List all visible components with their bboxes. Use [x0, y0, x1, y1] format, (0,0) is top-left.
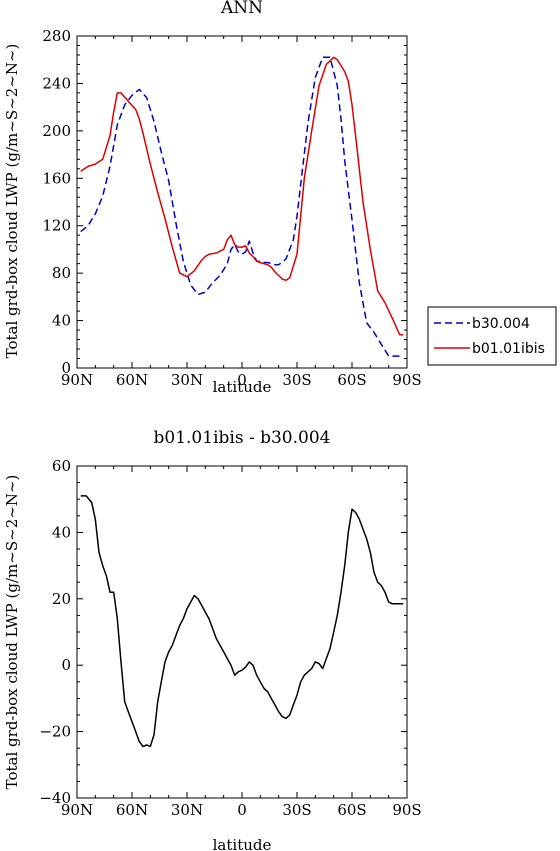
bottom-x-tick-label: 60S — [337, 801, 366, 819]
bottom-x-tick-label: 60N — [116, 801, 148, 819]
top-panel: ANN 90N 60N 30N 0 30S 60S 90S 0 40 80 120 160 200 240… — [3, 0, 422, 396]
top-y-tick-label: 40 — [52, 312, 71, 330]
top-x-tick-label: 30S — [282, 371, 311, 389]
top-x-tick-label: 60S — [337, 371, 366, 389]
bottom-y-tick-label: −20 — [39, 723, 71, 741]
bottom-chart-title: b01.01ibis - b30.004 — [154, 428, 331, 448]
bottom-panel: b01.01ibis - b30.004 90N 60N 30N 0 30S 60S 90S… — [3, 428, 422, 851]
bottom-x-tick-label: 90S — [392, 801, 421, 819]
legend-box — [427, 306, 557, 366]
legend-label-b01-01ibis: b01.01ibis — [472, 341, 545, 357]
legend-label-b30-004: b30.004 — [472, 316, 530, 332]
bottom-y-tick-label: 20 — [52, 590, 71, 608]
bottom-plot-area: 90N 60N 30N 0 30S 60S 90S −40 −20 0 20 40 60 — [39, 457, 421, 819]
top-x-tick-label: 30N — [171, 371, 203, 389]
bottom-x-tick-label: 90N — [61, 801, 93, 819]
top-y-tick-label: 80 — [52, 264, 71, 282]
bottom-y-tick-label: 60 — [52, 457, 71, 475]
bottom-y-tick-label: 40 — [52, 523, 71, 541]
top-y-tick-label: 280 — [42, 27, 71, 45]
bottom-x-tick-label: 30S — [282, 801, 311, 819]
top-y-tick-label: 240 — [42, 74, 71, 92]
top-y-tick-label: 160 — [42, 169, 71, 187]
top-plot-area: 90N 60N 30N 0 30S 60S 90S 0 40 80 120 160 200 240 280 — [42, 27, 421, 389]
top-x-tick-label: 90N — [61, 371, 93, 389]
bottom-x-tick-label: 30N — [171, 801, 203, 819]
bottom-y-tick-label: 0 — [61, 656, 71, 674]
top-x-tick-label: 0 — [237, 371, 247, 389]
top-y-axis-title: Total grd-box cloud LWP (g/m~S~2~N~) — [3, 44, 21, 359]
top-x-axis-title: latitude — [213, 378, 272, 396]
bottom-x-tick-label: 0 — [237, 801, 247, 819]
legend: b30.004 b01.01ibis — [427, 306, 557, 366]
top-x-tick-label: 60N — [116, 371, 148, 389]
top-y-tick-label: 120 — [42, 217, 71, 235]
bottom-y-tick-label: −40 — [39, 789, 71, 807]
top-chart-title: ANN — [220, 0, 263, 18]
top-plot-frame — [76, 35, 408, 369]
bottom-x-axis-title: latitude — [213, 836, 272, 851]
bottom-series-line-difference — [80, 495, 404, 748]
top-series-line-b01-01ibis — [80, 56, 404, 336]
top-series-line-b30-004 — [80, 56, 404, 357]
top-x-tick-label: 90S — [392, 371, 421, 389]
top-y-tick-label: 200 — [42, 122, 71, 140]
top-y-tick-label: 0 — [61, 359, 71, 377]
bottom-y-axis-title: Total grd-box cloud LWP (g/m~S~2~N~) — [3, 475, 21, 790]
